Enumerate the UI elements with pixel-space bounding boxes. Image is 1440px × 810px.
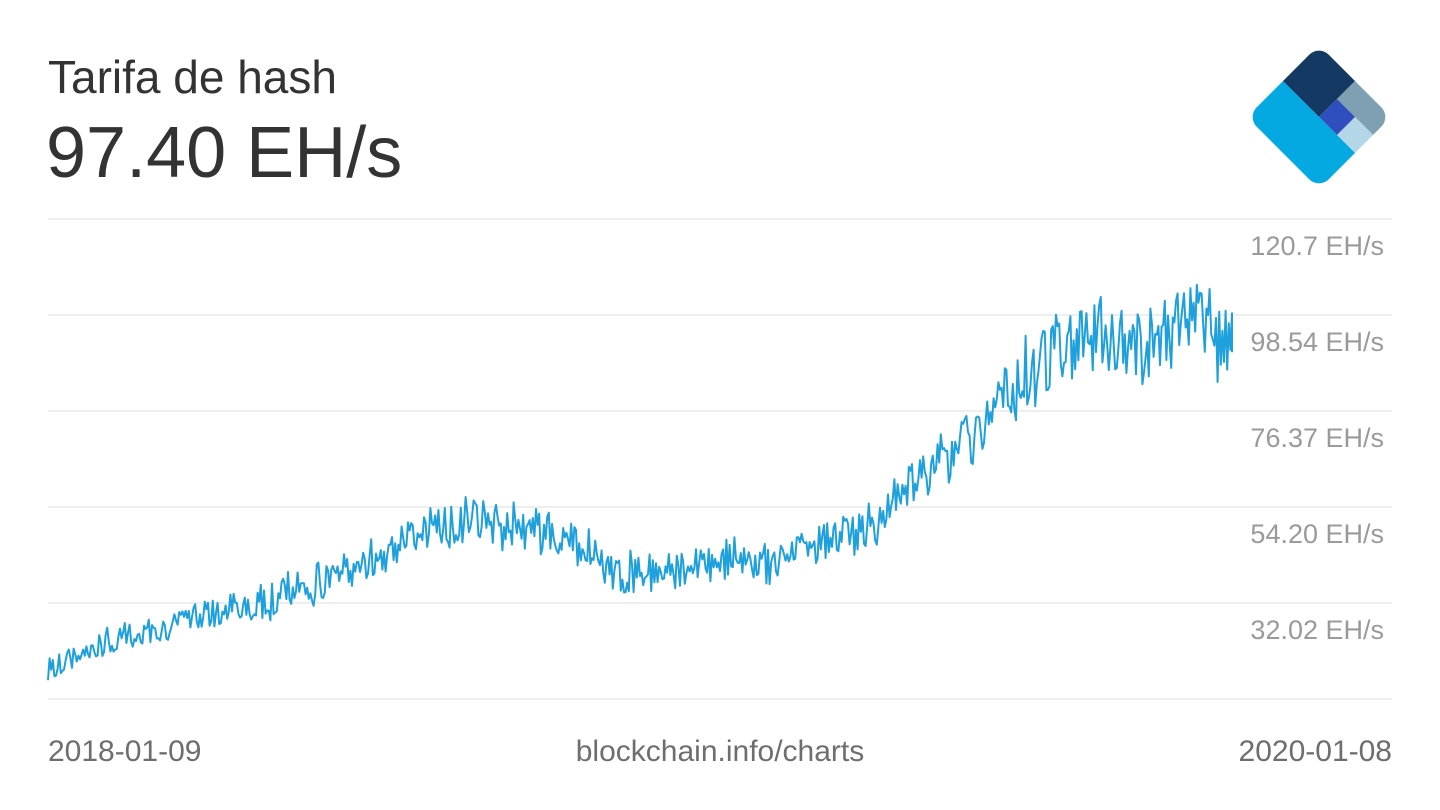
current-hash-rate: 97.40 EH/s: [46, 113, 403, 193]
hash-rate-series-line: [47, 283, 1233, 681]
y-tick-label: 54.20 EH/s: [1250, 519, 1384, 549]
y-tick-label: 76.37 EH/s: [1250, 423, 1384, 453]
chart-title: Tarifa de hash: [48, 51, 337, 103]
y-tick-label: 98.54 EH/s: [1250, 327, 1384, 357]
end-date-label: 2020-01-08: [1238, 735, 1392, 768]
blockchain-logo-icon: [1246, 44, 1392, 190]
source-link[interactable]: blockchain.info/charts: [575, 735, 865, 768]
y-tick-label: 120.7 EH/s: [1250, 231, 1384, 261]
y-tick-label: 32.02 EH/s: [1250, 615, 1384, 645]
start-date-label: 2018-01-09: [48, 735, 202, 768]
